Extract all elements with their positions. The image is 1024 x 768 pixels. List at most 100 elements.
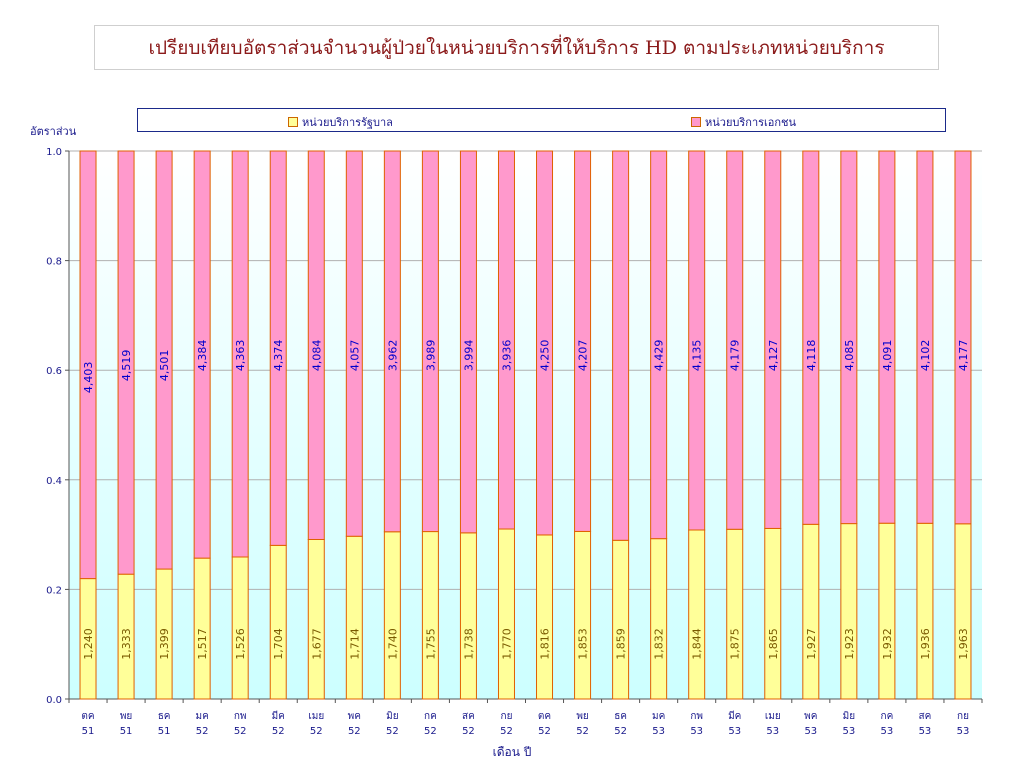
x-axis-label: เดือน ปี (492, 745, 532, 759)
x-tick-label-year: 52 (386, 726, 399, 737)
x-tick-label-month: มค (652, 711, 665, 722)
x-tick-label-year: 51 (120, 726, 133, 737)
x-tick-label-month: มค (196, 711, 209, 722)
data-label-government: 1,853 (577, 628, 590, 660)
y-tick-label: 0.4 (46, 476, 62, 487)
x-tick-label-year: 53 (881, 726, 894, 737)
x-tick-label-month: พย (120, 711, 132, 722)
x-tick-label-year: 52 (310, 726, 323, 737)
data-label-government: 1,923 (843, 628, 856, 660)
x-tick-label-month: เมย (308, 711, 324, 722)
bar-private (231, 150, 249, 558)
legend-label-private: หน่วยบริการเอกชน (705, 116, 797, 129)
data-label-government: 1,677 (310, 628, 323, 660)
data-label-government: 1,832 (653, 628, 666, 660)
bar-private (345, 150, 363, 537)
data-label-private: 4,207 (577, 340, 590, 372)
bar-private (117, 150, 135, 575)
data-label-government: 1,740 (386, 628, 399, 660)
x-tick-label-year: 52 (424, 726, 437, 737)
data-label-private: 3,936 (500, 340, 513, 372)
data-label-government: 1,240 (82, 628, 95, 660)
bar-private (193, 150, 211, 559)
data-label-government: 1,704 (272, 628, 285, 660)
x-tick-label-year: 52 (462, 726, 475, 737)
data-label-government: 1,875 (729, 628, 742, 660)
bar-private (650, 150, 668, 540)
data-label-private: 4,057 (348, 340, 361, 372)
data-label-government: 1,932 (881, 628, 894, 660)
bar-private (497, 150, 515, 530)
bar-private (421, 150, 439, 533)
bar-government (726, 528, 744, 700)
bar-private (307, 150, 325, 540)
bar-government (916, 522, 934, 700)
chart-title-box: เปรียบเทียบอัตราส่วนจำนวนผู้ป่วยในหน่วยบ… (94, 25, 939, 70)
data-label-private: 4,091 (881, 340, 894, 372)
bar-government (497, 528, 515, 700)
x-tick-label-month: มีค (272, 710, 285, 722)
bar-government (764, 527, 782, 700)
bar-private (916, 150, 934, 524)
bar-government (802, 523, 820, 700)
x-tick-label-year: 52 (614, 726, 627, 737)
bar-private (536, 150, 554, 536)
x-tick-label-year: 53 (842, 726, 855, 737)
y-tick-label: 0.0 (46, 695, 62, 706)
bar-private (383, 150, 401, 533)
bar-government (459, 532, 477, 700)
legend-item-government: หน่วยบริการรัฐบาล (288, 113, 393, 131)
data-label-government: 1,517 (196, 628, 209, 660)
data-label-private: 4,135 (691, 340, 704, 372)
x-tick-label-year: 53 (652, 726, 665, 737)
x-tick-label-month: กย (957, 711, 969, 722)
y-axis-label: อัตราส่วน (30, 125, 77, 138)
x-tick-label-month: สค (919, 711, 932, 722)
data-label-government: 1,738 (462, 628, 475, 660)
data-label-private: 4,363 (234, 340, 247, 372)
data-label-private: 4,085 (843, 340, 856, 372)
data-label-government: 1,927 (805, 628, 818, 660)
data-label-private: 3,962 (386, 340, 399, 372)
legend-label-government: หน่วยบริการรัฐบาล (302, 116, 393, 129)
legend-swatch-private (691, 117, 701, 127)
bar-private (726, 150, 744, 530)
y-tick-label: 0.2 (46, 585, 62, 596)
x-tick-label-year: 53 (766, 726, 779, 737)
bar-government (612, 539, 630, 700)
y-tick-label: 0.8 (46, 257, 62, 268)
data-label-private: 4,177 (957, 340, 970, 372)
x-tick-label-month: กพ (234, 711, 247, 722)
data-label-private: 4,374 (272, 340, 285, 372)
x-tick-label-month: พย (576, 711, 588, 722)
bar-government (574, 530, 592, 700)
y-tick-label: 0.6 (46, 366, 62, 377)
data-label-private: 4,429 (653, 340, 666, 372)
x-tick-label-month: พค (348, 711, 361, 722)
data-label-government: 1,844 (691, 628, 704, 660)
x-tick-label-year: 53 (804, 726, 817, 737)
bar-private (459, 150, 477, 534)
y-tick-label: 1.0 (46, 147, 62, 158)
data-label-private: 4,501 (158, 350, 171, 382)
x-tick-label-month: เมย (765, 711, 781, 722)
bar-government (878, 522, 896, 700)
data-label-private: 4,403 (82, 362, 95, 394)
legend-swatch-government (288, 117, 298, 127)
x-tick-label-year: 52 (234, 726, 247, 737)
bar-government (650, 538, 668, 700)
data-label-government: 1,865 (767, 628, 780, 660)
x-tick-label-year: 52 (196, 726, 209, 737)
bar-private (688, 150, 706, 531)
plot-area (69, 151, 982, 699)
chart-title: เปรียบเทียบอัตราส่วนจำนวนผู้ป่วยในหน่วยบ… (148, 36, 885, 59)
bar-private (954, 150, 972, 525)
data-label-government: 1,936 (919, 628, 932, 660)
x-tick-label-month: ธค (158, 711, 171, 722)
chart-legend: หน่วยบริการรัฐบาล หน่วยบริการเอกชน (137, 108, 946, 132)
bar-private (612, 150, 630, 541)
data-label-government: 1,963 (957, 628, 970, 660)
bar-private (269, 150, 287, 546)
x-tick-label-month: กย (501, 711, 513, 722)
x-tick-label-year: 53 (690, 726, 703, 737)
